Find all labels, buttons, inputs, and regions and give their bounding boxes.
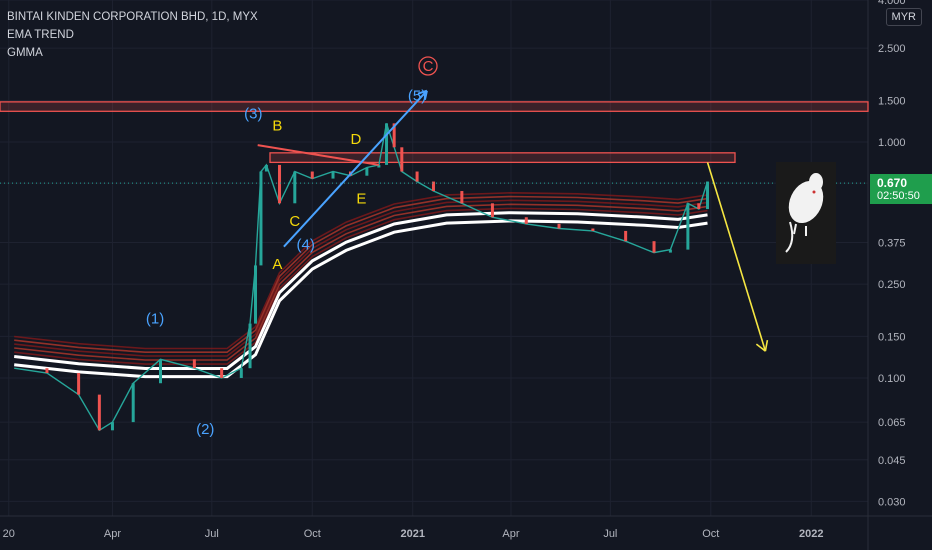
candle [697,203,701,210]
y-tick-label: 0.100 [878,373,906,385]
candle [392,123,396,148]
indicator-gmma[interactable]: GMMA [7,47,43,59]
y-tick-label: 0.375 [878,238,906,250]
x-tick-label: Apr [104,528,121,540]
candle [239,368,243,378]
y-tick-label: 0.030 [878,496,906,508]
wave-label: C [289,213,300,230]
candle [110,422,114,431]
gmma-ribbon-line [14,199,708,357]
candle [415,171,419,182]
candle [278,164,282,204]
y-tick-label: 1.000 [878,137,906,149]
candle [524,217,528,224]
trendline-arrowhead [417,89,428,100]
x-tick-label: 2021 [400,528,424,540]
price-line [14,123,709,432]
wave-label: C [423,58,434,75]
symbol-title: BINTAI KINDEN CORPORATION BHD, 1D, MYX [7,11,258,23]
bar-countdown: 02:50:50 [877,190,920,203]
x-tick-label: 2022 [799,528,823,540]
x-tick-label: 20 [3,528,15,540]
x-tick-label: Oct [702,528,719,540]
candle [686,203,690,250]
candle [264,164,268,172]
wave-label: (4) [297,237,315,254]
candle [490,203,494,218]
x-tick-label: Jul [603,528,617,540]
gmma-ribbon-line [14,203,708,361]
candle [460,191,464,204]
last-price-value: 0.670 [877,176,908,191]
candle [253,265,257,324]
chart-legend: BINTAI KINDEN CORPORATION BHD, 1D, MYX E… [7,8,258,62]
currency-badge[interactable]: MYR [885,8,922,26]
descending-trendline [257,144,380,166]
resistance-zone [269,152,736,164]
y-tick-label: 0.150 [878,331,906,343]
candle [431,181,435,192]
last-price-label: 0.670 02:50:50 [870,174,932,205]
gmma-ribbon-line [14,207,708,365]
candle [77,372,81,395]
wave-label: (5) [408,87,426,104]
candle [159,359,163,384]
candle [557,223,561,229]
x-tick-label: Oct [304,528,321,540]
ema-trend-line [14,211,708,370]
candle [248,323,252,369]
mouse-doodle-image [776,162,836,264]
y-tick-label: 4.000 [878,0,906,7]
gmma-ribbon-line [14,191,708,350]
wave-label: (2) [196,421,214,438]
candle [652,241,656,253]
candle [45,368,49,373]
wave-label: (1) [146,311,164,328]
gmma-ribbon-line [14,195,708,353]
target-arrow [706,162,767,352]
candle [706,181,710,210]
wave-label: D [351,131,362,148]
candle [365,167,369,176]
y-tick-label: 0.250 [878,279,906,291]
candle [668,249,672,253]
candle [131,383,135,423]
indicator-ema-trend[interactable]: EMA TREND [7,29,74,41]
x-tick-label: Apr [502,528,519,540]
wave-label: A [272,256,282,273]
candle [97,394,101,431]
y-tick-label: 0.045 [878,455,906,467]
y-tick-label: 0.065 [878,417,906,429]
candle [220,368,224,378]
resistance-zone [0,101,869,112]
wave-label: E [356,190,366,207]
candle [377,164,381,168]
candle [192,359,196,369]
y-tick-label: 2.500 [878,43,906,55]
wave-c-circle [418,56,438,76]
rising-trendline [283,90,428,248]
wave-label: B [272,117,282,134]
candle [591,228,595,231]
x-tick-label: Jul [205,528,219,540]
candle [310,171,314,179]
candle [400,147,404,172]
candle [293,171,297,204]
candle [331,171,335,179]
target-arrowhead [755,339,769,352]
candle [259,171,263,266]
ema-trend-line [14,219,708,379]
y-tick-label: 1.500 [878,95,906,107]
candle [385,123,389,165]
candle [624,230,628,242]
wave-label: (3) [244,105,262,122]
